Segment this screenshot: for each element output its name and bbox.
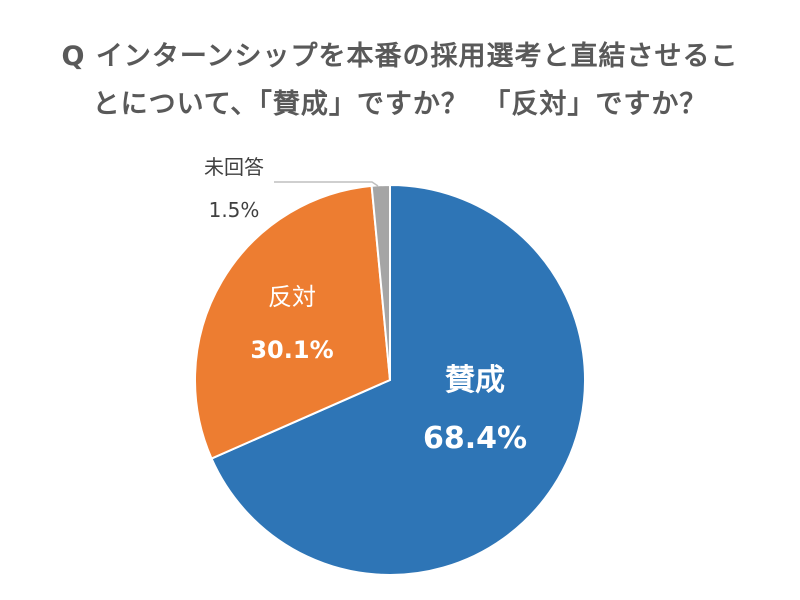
slice-value-no: 30.1%: [250, 336, 333, 364]
leader-line-none: [274, 181, 379, 187]
pie-slice-no: [194, 184, 392, 460]
slice-value-yes: 68.4%: [423, 421, 527, 456]
slice-label-no: 反対: [268, 283, 316, 311]
chart-title-line-1: Q インターンシップを本番の採用選考と直結させるこ: [61, 41, 739, 72]
slice-label-yes: 賛成: [445, 363, 505, 398]
slice-value-none: 1.5%: [209, 198, 260, 222]
pie-slice-none: [370, 183, 391, 381]
slice-label-none: 未回答: [204, 155, 264, 179]
pie-slice-yes: [210, 183, 586, 576]
chart-title-line-2: とについて、「賛成」ですか？ 「反対」ですか？: [92, 89, 708, 120]
